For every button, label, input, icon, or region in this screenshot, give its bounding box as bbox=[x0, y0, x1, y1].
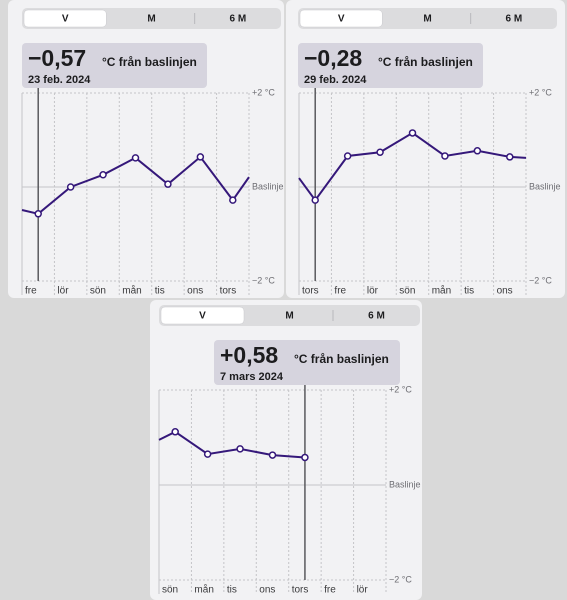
y-tick-label: −2 °C bbox=[389, 574, 412, 584]
point bbox=[301, 453, 309, 462]
x-tick-label: fre bbox=[324, 585, 336, 596]
readout-value: −0,28 bbox=[304, 45, 362, 71]
point bbox=[441, 152, 449, 160]
x-tick-label: tors bbox=[292, 585, 309, 596]
readout-value: +0,58 bbox=[220, 342, 278, 368]
readout-date: 23 feb. 2024 bbox=[28, 74, 91, 86]
segment-label[interactable]: 6 M bbox=[368, 311, 385, 322]
point bbox=[376, 148, 384, 156]
y-tick-label: +2 °C bbox=[252, 87, 275, 97]
x-tick-label: tors bbox=[220, 286, 237, 297]
x-tick-label: mån bbox=[122, 285, 141, 297]
x-tick-label: ons bbox=[187, 286, 203, 297]
x-tick-label: tis bbox=[464, 286, 474, 297]
y-tick-label: −2 °C bbox=[252, 275, 275, 285]
point bbox=[203, 450, 212, 458]
point bbox=[164, 180, 172, 188]
point bbox=[343, 152, 352, 160]
x-tick-label: sön bbox=[90, 286, 106, 297]
point bbox=[131, 154, 140, 162]
point bbox=[408, 129, 417, 137]
x-tick-label: fre bbox=[334, 286, 346, 297]
readout-value: −0,57 bbox=[28, 45, 86, 71]
x-tick-label: mån bbox=[194, 584, 213, 596]
readout-date: 7 mars 2024 bbox=[220, 371, 284, 383]
segment-selected bbox=[160, 306, 245, 325]
x-tick-label: tis bbox=[155, 286, 165, 297]
point bbox=[311, 196, 319, 204]
segment-label[interactable]: 6 M bbox=[229, 14, 246, 25]
y-tick-label: −2 °C bbox=[529, 275, 552, 285]
point bbox=[268, 451, 277, 459]
x-tick-label: sön bbox=[162, 585, 178, 596]
segment-label[interactable]: M bbox=[147, 14, 155, 25]
segment-selected bbox=[299, 9, 383, 28]
point bbox=[34, 210, 42, 218]
point bbox=[171, 428, 179, 436]
y-tick-label: Baslinje bbox=[389, 479, 421, 489]
point bbox=[229, 196, 237, 204]
readout-unit: °C från baslinjen bbox=[378, 55, 473, 69]
readout-box bbox=[22, 43, 207, 88]
segment-label[interactable]: V bbox=[199, 311, 206, 322]
point bbox=[66, 183, 75, 191]
x-tick-label: mån bbox=[432, 285, 451, 297]
x-tick-label: lör bbox=[367, 286, 379, 297]
x-tick-label: lör bbox=[357, 585, 369, 596]
y-tick-label: +2 °C bbox=[529, 87, 552, 97]
y-tick-label: +2 °C bbox=[389, 384, 412, 394]
readout-box bbox=[298, 43, 483, 88]
point bbox=[236, 445, 244, 453]
x-tick-label: ons bbox=[497, 286, 513, 297]
x-tick-label: sön bbox=[399, 286, 415, 297]
point bbox=[196, 153, 205, 161]
point bbox=[99, 171, 107, 179]
y-tick-label: Baslinje bbox=[529, 181, 561, 191]
point bbox=[506, 153, 514, 161]
segment-label[interactable]: M bbox=[423, 14, 431, 25]
x-tick-label: lör bbox=[57, 286, 69, 297]
readout-box bbox=[214, 340, 400, 385]
readout-date: 29 feb. 2024 bbox=[304, 74, 367, 86]
x-tick-label: fre bbox=[25, 286, 37, 297]
point bbox=[473, 147, 482, 155]
x-tick-label: ons bbox=[259, 585, 275, 596]
y-tick-label: Baslinje bbox=[252, 181, 284, 191]
segment-label[interactable]: V bbox=[62, 14, 69, 25]
readout-unit: °C från baslinjen bbox=[102, 55, 197, 69]
segment-label[interactable]: V bbox=[338, 14, 345, 25]
segment-selected bbox=[23, 9, 107, 28]
readout-unit: °C från baslinjen bbox=[294, 352, 389, 366]
segment-label[interactable]: M bbox=[285, 311, 293, 322]
x-tick-label: tors bbox=[302, 286, 319, 297]
x-tick-label: tis bbox=[227, 585, 237, 596]
segment-label[interactable]: 6 M bbox=[505, 14, 522, 25]
